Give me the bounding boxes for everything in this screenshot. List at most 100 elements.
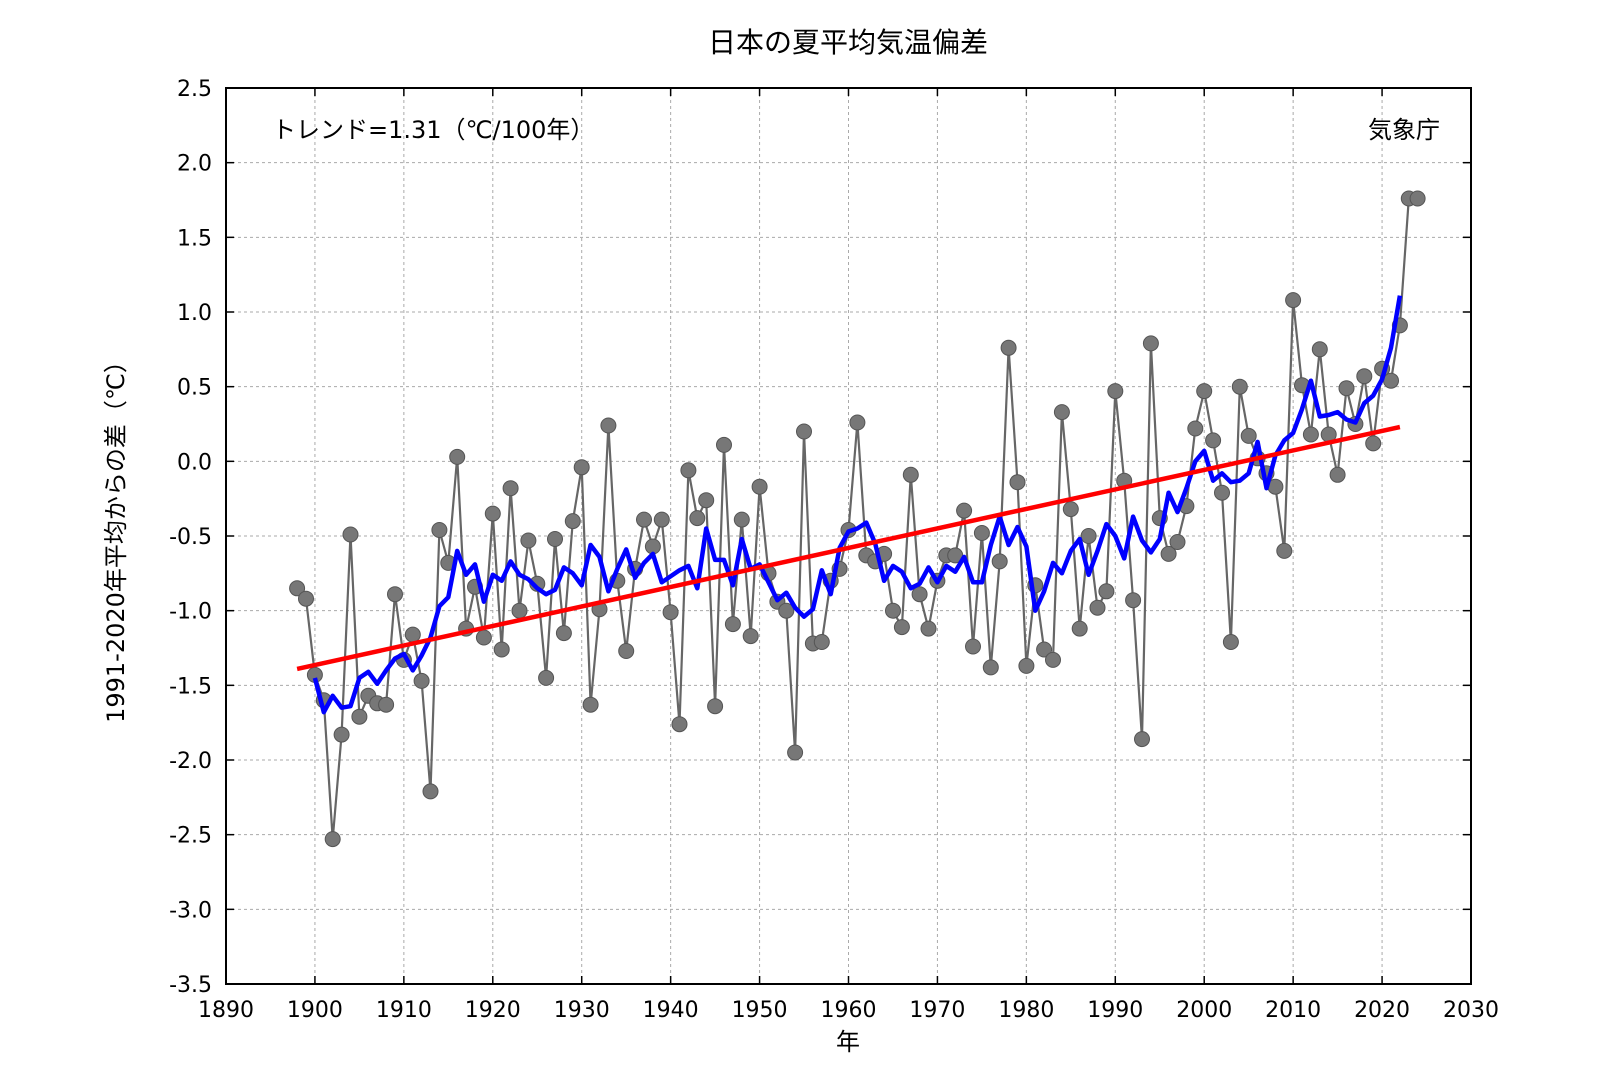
annual-anomaly-point [1205,432,1222,449]
annual-anomaly-point [289,580,306,597]
annual-anomaly-point [716,436,732,453]
annual-anomaly-point [689,510,706,527]
annual-anomaly-point [1134,731,1150,748]
y-tick-label: -2.0 [169,749,212,774]
annual-anomaly-point [956,502,973,519]
annual-anomaly-point [1000,339,1017,356]
annual-anomaly-point [1062,501,1079,518]
annual-anomaly-point [564,513,581,530]
chart-title: 日本の夏平均気温偏差 [708,26,988,59]
annual-anomaly-point [1365,435,1382,452]
series-group [289,190,1426,848]
annual-anomaly-point [618,643,635,659]
annual-anomaly-point [600,417,617,434]
trend-line [296,424,1401,672]
annual-anomaly-point [547,531,563,547]
annual-anomaly-point [378,696,395,713]
annual-anomaly-point [1098,583,1115,600]
annual-anomaly-point [698,492,715,509]
annual-anomaly-point [1169,534,1186,550]
x-tick-label: 2030 [1443,998,1499,1023]
y-tick-label: -0.5 [169,525,212,550]
annual-anomaly-point [1125,592,1142,609]
annual-anomaly-point [484,505,501,522]
annual-anomaly-point [1045,651,1061,668]
y-tick-label: -3.0 [169,898,212,923]
annual-anomaly-point [1338,380,1355,397]
x-tick-label: 2010 [1265,998,1321,1023]
annual-anomaly-point [1196,383,1213,400]
annual-anomaly-point [653,511,670,528]
annual-anomaly-point [636,511,652,528]
y-tick-label: 2.0 [177,152,212,177]
annual-anomaly-point [973,525,990,541]
annual-anomaly-point [680,462,697,479]
annual-anomaly-point [893,619,910,636]
annual-anomaly-point [1276,542,1293,559]
annual-anomaly-point [1080,528,1097,544]
annual-anomaly-point [449,448,466,465]
x-axis-title: 年 [836,1028,860,1056]
annual-anomaly-point [787,744,804,761]
x-tick-label: 1910 [376,998,432,1023]
annual-anomaly-point [1053,404,1070,421]
annual-anomaly-point [751,478,768,495]
y-axis: 2.5 2.0 1.5 1.0 0.5 0.0 -0.5 -1.0 -1.5 -2.0 -2.5 -3… [169,77,1471,998]
x-tick-label: 1940 [643,998,699,1023]
x-tick-label: 2020 [1354,998,1410,1023]
x-tick-label: 1980 [998,998,1054,1023]
annual-anomaly-point [324,831,341,848]
y-tick-label: 0.5 [177,376,212,401]
annual-anomaly-point [920,620,937,637]
x-tick-label: 1970 [909,998,965,1023]
x-tick-label: 1900 [287,998,343,1023]
x-tick-label: 1950 [732,998,788,1023]
annual-anomaly-point [520,532,537,549]
annual-anomaly-point [1240,427,1257,444]
y-axis-title: 1991-2020年平均からの差（℃） [102,349,130,723]
annual-anomaly-point [1409,190,1426,207]
annual-anomaly-point [1071,620,1088,637]
annual-anomaly-point [351,708,368,725]
x-tick-label: 1890 [198,998,254,1023]
annual-anomaly-point [582,696,599,713]
moving-average-line [312,295,1403,715]
annual-anomaly-point [662,604,679,621]
trend-annotation: トレンド=1.31（℃/100年） [272,116,594,144]
annual-anomaly-point [1107,383,1124,400]
y-tick-label: 1.5 [177,226,212,251]
annual-anomaly-point [671,716,688,733]
x-tick-label: 1990 [1087,998,1143,1023]
annual-anomaly-point [422,783,439,800]
annual-anomaly-point [796,423,812,440]
annual-anomaly-point [902,466,919,483]
annual-anomaly-point [982,659,999,676]
annual-anomaly-point [849,414,866,431]
annual-anomaly-point [493,641,510,658]
annual-anomaly-point [1285,292,1302,309]
y-tick-label: -3.5 [169,973,212,998]
annual-anomaly-point [502,480,519,497]
x-tick-label: 1930 [554,998,610,1023]
x-tick-label: 2000 [1176,998,1232,1023]
annual-anomaly-point [1311,341,1328,358]
annual-anomaly-point [342,526,359,543]
annual-anomaly-point [387,586,403,603]
grid [226,88,1471,984]
annual-anomaly-point [511,602,528,619]
x-tick-label: 1920 [465,998,521,1023]
annual-anomaly-point [431,522,448,538]
annual-anomaly-point [724,616,741,633]
annual-anomaly-point [1036,641,1053,658]
annual-anomaly-point [1089,599,1106,616]
y-tick-label: 1.0 [177,301,212,326]
annual-anomaly-point [1302,426,1319,443]
source-annotation: 気象庁 [1368,116,1440,144]
annual-anomaly-point [1018,657,1035,674]
annual-anomaly-point [1160,545,1177,562]
annual-anomaly-point [1231,378,1248,395]
annual-anomaly-point [413,672,430,689]
